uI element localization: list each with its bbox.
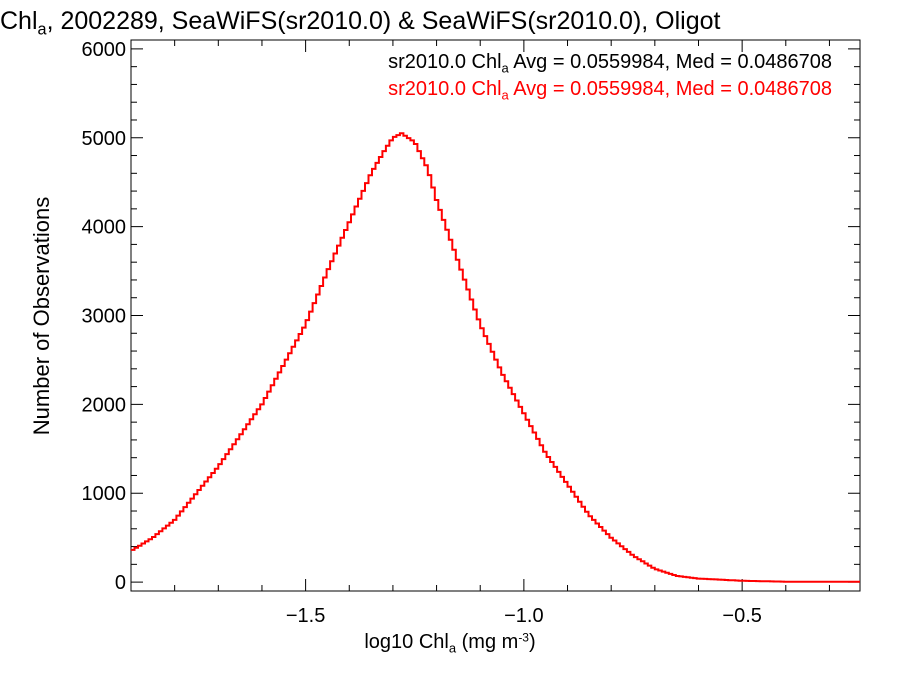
axis-tick-labels: −1.5 −1.0 −0.5 0 1000 2000 3000 4000 5000 6000 <box>82 39 762 627</box>
stats-red-values: Avg = 0.0559984, Med = 0.0486708 <box>508 78 832 100</box>
y-tick-label: 5000 <box>82 128 127 150</box>
xlabel-subscript: a <box>448 640 457 656</box>
x-tick-label: −1.0 <box>504 605 543 627</box>
title-rest: , 2002289, SeaWiFS(sr2010.0) & SeaWiFS(s… <box>46 7 721 35</box>
stats-line-black: sr2010.0 Chla Avg = 0.0559984, Med = 0.0… <box>388 51 832 76</box>
stats-black-subscript: a <box>501 60 509 76</box>
x-tick-label: −0.5 <box>722 605 761 627</box>
y-axis-label: Number of Observations <box>29 196 54 436</box>
y-tick-label: 0 <box>115 572 126 594</box>
histogram-series-line <box>131 132 860 583</box>
chart-title: Chla, 2002289, SeaWiFS(sr2010.0) & SeaWi… <box>0 6 721 39</box>
title-chl-subscript: a <box>37 20 47 39</box>
y-tick-label: 4000 <box>82 217 127 239</box>
stats-black-prefix: sr2010.0 Chl <box>388 51 502 73</box>
x-axis-label: log10 Chla (mg m-3) <box>0 630 900 656</box>
x-tick-label: −1.5 <box>286 605 325 627</box>
xlabel-units: (mg m <box>456 631 519 653</box>
stats-red-prefix: sr2010.0 Chl <box>388 78 502 100</box>
xlabel-exponent: -3 <box>518 630 529 645</box>
title-chl: Chl <box>0 7 38 35</box>
stats-red-subscript: a <box>501 87 509 103</box>
y-tick-label: 3000 <box>82 306 127 328</box>
axis-ticks <box>130 40 860 591</box>
xlabel-prefix: log10 Chl <box>364 631 449 653</box>
stats-black-values: Avg = 0.0559984, Med = 0.0486708 <box>508 51 832 73</box>
plot-frame <box>130 39 861 592</box>
xlabel-close: ) <box>528 631 536 653</box>
y-tick-label: 6000 <box>82 39 127 61</box>
y-tick-label: 2000 <box>82 394 127 416</box>
y-tick-label: 1000 <box>82 483 127 505</box>
stats-line-red: sr2010.0 Chla Avg = 0.0559984, Med = 0.0… <box>388 78 832 103</box>
